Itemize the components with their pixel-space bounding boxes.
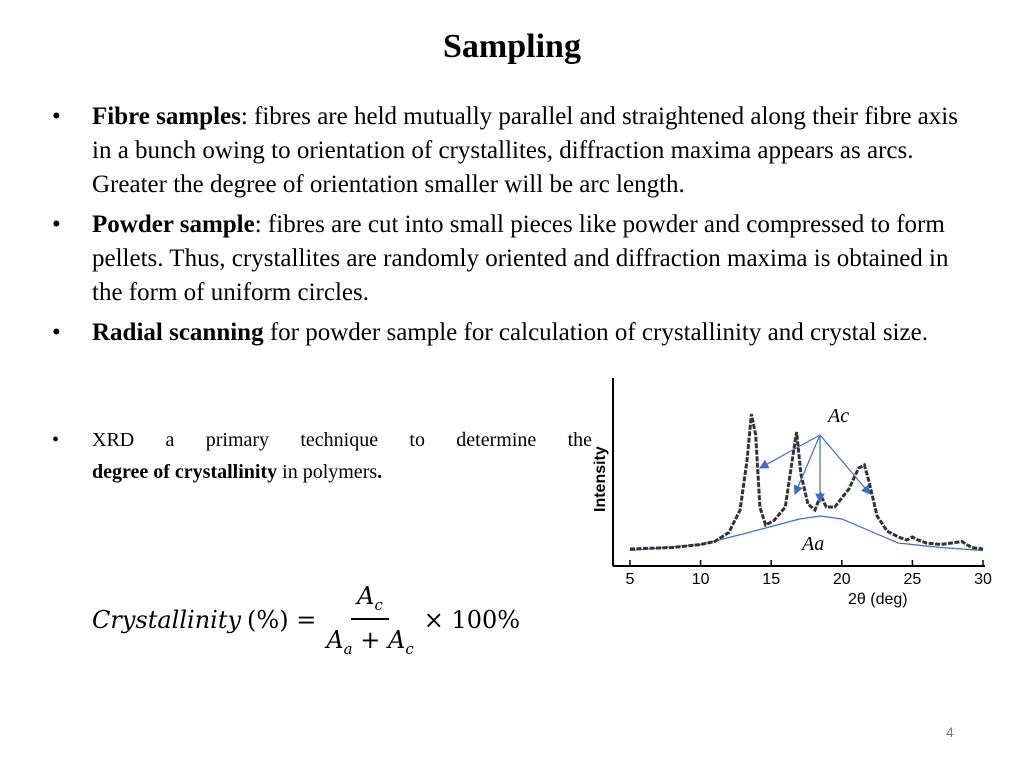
- formula-fraction: Ac Aa + Ac: [326, 582, 413, 658]
- x-tick-label: 15: [762, 571, 780, 588]
- xrd-intensity-curve: [629, 413, 984, 551]
- xrd-note-tail: in polymers: [277, 461, 378, 483]
- bullet-text: for powder sample for calculation of cry…: [263, 319, 928, 346]
- x-tick-label: 20: [833, 571, 851, 588]
- page-number: 4: [946, 724, 954, 740]
- bullet-list: • Fibre samples: fibres are held mutuall…: [52, 100, 982, 356]
- xrd-note-bold: degree of crystallinity: [92, 461, 278, 483]
- bullet-heading: Radial scanning: [92, 319, 264, 346]
- bullet-marker: •: [52, 211, 61, 238]
- formula-numerator: Ac: [351, 582, 389, 620]
- ac-label: Ac: [826, 405, 849, 427]
- x-axis-label: 2θ (deg): [848, 591, 908, 608]
- bullet-powder-sample: • Powder sample: fibres are cut into sma…: [52, 208, 982, 310]
- ac-arrows: [758, 434, 871, 504]
- xrd-chart: 5 10 15 20 25 30 Ac Aa Intensity 2θ (deg): [592, 378, 992, 608]
- crystallinity-formula: Crystallinity (%) = Ac Aa + Ac × 100%: [92, 582, 520, 658]
- xrd-note-line-1: XRD a primary technique to determine the: [92, 429, 592, 451]
- bullet-marker: •: [52, 319, 61, 346]
- bullet-text: : fibres are cut into small pieces like …: [92, 211, 949, 306]
- formula-denominator: Aa + Ac: [326, 620, 413, 658]
- numerator-base: A: [357, 582, 375, 610]
- x-tick-group: 5 10 15 20 25 30: [626, 560, 992, 588]
- x-tick-label: 5: [626, 571, 635, 588]
- formula-rhs: × 100%: [423, 605, 521, 634]
- denominator-plus: +: [360, 625, 381, 654]
- numerator-subscript: c: [374, 595, 383, 614]
- y-axis-label: Intensity: [592, 446, 609, 512]
- formula-percent-equals: (%) =: [247, 605, 317, 634]
- x-tick-label: 30: [974, 571, 992, 588]
- xrd-note: • XRD a primary technique to determine t…: [52, 424, 592, 488]
- bullet-text: : fibres are held mutually parallel and …: [92, 103, 958, 198]
- bullet-radial-scanning: • Radial scanning for powder sample for …: [52, 316, 982, 350]
- denominator-c-base: A: [388, 625, 406, 654]
- x-tick-label: 10: [692, 571, 710, 588]
- bullet-marker: •: [52, 429, 60, 451]
- denominator-a-subscript: a: [343, 639, 353, 658]
- x-tick-label: 25: [904, 571, 922, 588]
- aa-label: Aa: [800, 533, 824, 555]
- bullet-fibre-samples: • Fibre samples: fibres are held mutuall…: [52, 100, 982, 202]
- bullet-heading: Fibre samples: [92, 103, 241, 130]
- xrd-note-period: .: [377, 461, 383, 483]
- page-title: Sampling: [443, 28, 581, 65]
- formula-lhs: Crystallinity: [92, 605, 242, 634]
- bullet-marker: •: [52, 103, 61, 130]
- amorphous-baseline-curve: [629, 515, 984, 552]
- denominator-c-subscript: c: [405, 639, 414, 658]
- denominator-a-base: A: [326, 625, 344, 654]
- bullet-heading: Powder sample: [92, 211, 255, 238]
